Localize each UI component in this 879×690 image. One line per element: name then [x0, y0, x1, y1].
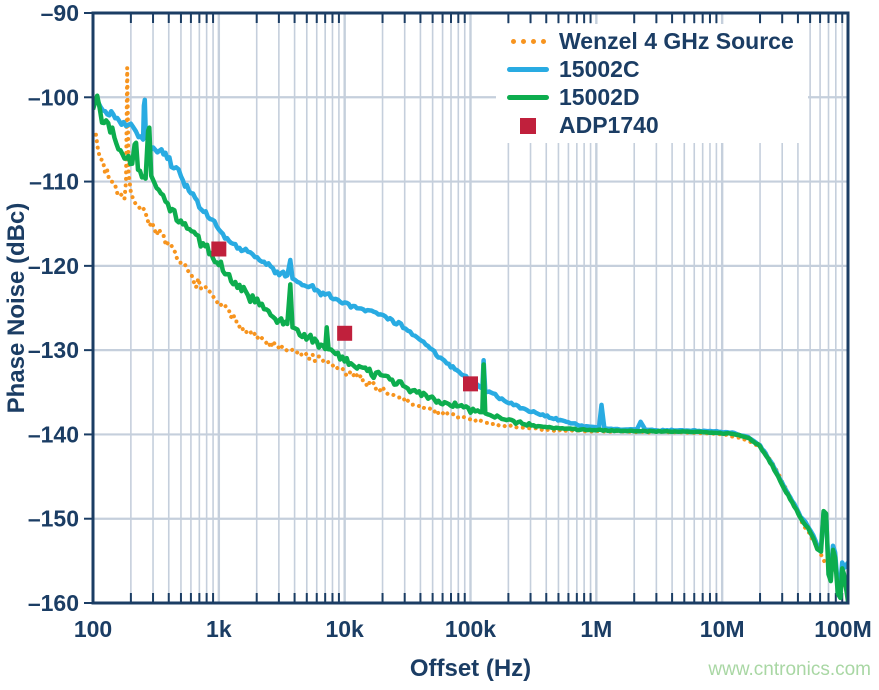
y-tick-label: –110 [29, 169, 79, 195]
swatch-dot [510, 39, 516, 44]
y-tick-label: –120 [28, 253, 79, 279]
y-tick-label: –140 [28, 421, 79, 447]
legend-label: Wenzel 4 GHz Source [559, 28, 794, 54]
x-axis-title: Offset (Hz) [409, 655, 532, 682]
axis-tick-marks [84, 12, 844, 604]
x-tick-label: 1k [206, 616, 232, 642]
x-tick-label: 100 [74, 616, 112, 642]
adp1740-point [337, 325, 353, 341]
legend-item-wenzel-4-ghz-source: Wenzel 4 GHz Source [506, 28, 794, 54]
legend-item-adp1740: ADP1740 [506, 112, 794, 138]
swatch-dot [520, 39, 526, 44]
x-tick-label: 10M [700, 616, 745, 642]
y-axis-title: Phase Noise (dBc) [3, 202, 30, 414]
x-tick-label: 1M [580, 616, 612, 642]
y-tick-label: –150 [28, 506, 79, 532]
y-tick-label: –160 [28, 590, 79, 616]
legend-label: 15002D [559, 84, 640, 110]
series-adp1740-markers [211, 241, 478, 392]
series-curve-15002d [94, 93, 847, 602]
adp1740-point [463, 376, 478, 392]
x-tick-label: 100k [445, 616, 496, 642]
square-marker-swatch-icon [506, 117, 550, 134]
legend: Wenzel 4 GHz Source 15002C 15002D ADP1740 [496, 24, 808, 143]
legend-label: ADP1740 [559, 112, 659, 138]
y-tick-label: –90 [41, 0, 79, 26]
dotted-line-swatch-icon [506, 39, 550, 44]
swatch-line [507, 94, 549, 101]
y-tick-label: –130 [28, 337, 79, 363]
legend-label: 15002C [559, 56, 640, 82]
y-tick-label: –100 [28, 84, 79, 110]
swatch-dot [530, 39, 536, 44]
line-swatch-icon [506, 66, 550, 73]
plot-border [91, 11, 850, 605]
x-tick-label: 10k [325, 616, 364, 642]
adp1740-point [211, 241, 227, 257]
gridlines [93, 13, 848, 603]
line-swatch-icon [506, 94, 550, 101]
legend-item-15002d: 15002D [506, 84, 794, 110]
swatch-square [520, 117, 536, 134]
watermark: www.cntronics.com [708, 659, 871, 680]
x-tick-label: 100M [814, 616, 872, 642]
legend-item-15002c: 15002C [506, 56, 794, 82]
swatch-line [507, 66, 549, 73]
swatch-dot [540, 39, 546, 44]
